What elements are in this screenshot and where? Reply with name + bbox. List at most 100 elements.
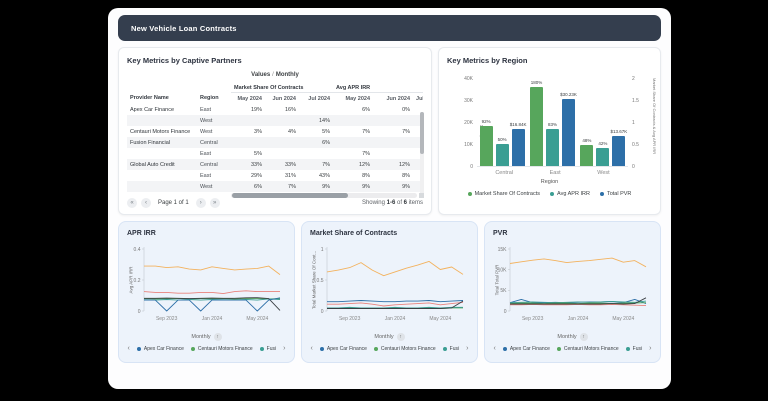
- top-row: Key Metrics by Captive Partners Values / M…: [118, 47, 661, 215]
- legend-item[interactable]: Market Share Of Contracts: [467, 191, 540, 197]
- line-chart-legend: ‹ Apex Car Finance Centauri Motors Finance…: [310, 345, 469, 352]
- market-share-cell: 31%: [284, 172, 296, 179]
- apr-irr-cell: 9%: [362, 183, 371, 190]
- legend-item[interactable]: Apex Car Finance: [502, 346, 550, 352]
- table-vertical-scrollbar[interactable]: [420, 112, 425, 198]
- region-cell: East: [200, 150, 212, 157]
- vertical-scroll-thumb[interactable]: [420, 112, 425, 154]
- legend-label: Fusi: [632, 346, 643, 352]
- legend-dot-icon: [599, 192, 604, 196]
- month-column-header[interactable]: Jun 2024: [386, 95, 411, 102]
- legend-scroll-left-icon[interactable]: ‹: [310, 345, 313, 352]
- bar-value-label: 180%: [530, 80, 543, 85]
- provider-cell: Fusion Financial: [130, 139, 171, 146]
- series-line-green: [509, 302, 646, 305]
- legend-scroll-left-icon[interactable]: ‹: [493, 345, 496, 352]
- frequency-label[interactable]: Monthly: [275, 72, 299, 78]
- series-line-teal: [143, 298, 280, 301]
- left-axis-tick: 10K: [464, 142, 474, 148]
- line-chart-pvr: 0 5K 10K 15K Sep 2023 Jan 2024 May 2024 Total T…: [493, 241, 652, 333]
- svg-text:Jan 2024: Jan 2024: [567, 316, 588, 322]
- apr-irr-cell: [333, 137, 373, 148]
- bar-value-label: 50%: [497, 137, 507, 142]
- page-title: New Vehicle Loan Contracts: [131, 23, 237, 33]
- market-share-cell: 6%: [254, 183, 262, 190]
- legend-item[interactable]: Fusi: [625, 346, 643, 352]
- right-axis-tick: 0.5: [632, 142, 639, 148]
- sort-ascending-icon[interactable]: ↑: [213, 333, 222, 341]
- legend-item[interactable]: Fusi: [442, 346, 459, 352]
- month-column-header[interactable]: May 2024: [345, 95, 371, 102]
- region-legend: Market Share Of Contracts Avg APR IRR Tota…: [447, 191, 652, 197]
- bar[interactable]: $13.67K: [610, 129, 627, 166]
- line-chart-apr-irr: 0 0.2 0.4 Sep 2023 Jan 2024 May 2024 Avg APR I…: [127, 241, 286, 333]
- series-line-teal: [326, 306, 463, 309]
- legend-item[interactable]: Apex Car Finance: [319, 346, 367, 352]
- col-region[interactable]: Region: [200, 95, 219, 102]
- month-column-header[interactable]: Jun 2024: [272, 95, 296, 102]
- last-page-button[interactable]: »: [209, 198, 220, 208]
- svg-text:5K: 5K: [500, 288, 507, 294]
- horizontal-scroll-thumb[interactable]: [232, 193, 348, 198]
- region-cell: East: [200, 172, 212, 179]
- market-share-cell: 33%: [250, 161, 262, 168]
- sort-ascending-icon[interactable]: ↑: [396, 333, 405, 341]
- legend-scroll-right-icon[interactable]: ›: [466, 345, 469, 352]
- legend-scroll-left-icon[interactable]: ‹: [127, 345, 130, 352]
- apr-irr-cell: [333, 115, 373, 126]
- previous-page-button[interactable]: ‹: [141, 198, 151, 208]
- bar[interactable]: 42%: [596, 141, 610, 166]
- legend-scroll-right-icon[interactable]: ›: [283, 345, 286, 352]
- market-share-cell: 7%: [288, 183, 296, 190]
- bar[interactable]: $30.23K: [560, 92, 577, 166]
- bar[interactable]: 83%: [546, 122, 559, 166]
- month-column-header[interactable]: Jul 2024: [416, 95, 423, 102]
- region-cell: East: [200, 106, 212, 113]
- table-horizontal-scrollbar[interactable]: [231, 193, 418, 198]
- apr-irr-cell: [373, 137, 413, 148]
- legend-dot-icon: [319, 347, 324, 351]
- sort-ascending-icon[interactable]: ↑: [579, 333, 588, 341]
- series-line-black: [326, 300, 463, 309]
- first-page-button[interactable]: «: [127, 198, 137, 208]
- legend-item[interactable]: Centauri Motors Finance: [190, 346, 253, 352]
- apr-irr-cell: 0%: [402, 106, 411, 113]
- legend-item[interactable]: Total PVR: [599, 191, 631, 197]
- month-column-header[interactable]: Jul 2024: [308, 95, 331, 102]
- market-share-cell: 14%: [319, 117, 331, 124]
- series-line-orange: [326, 260, 463, 277]
- left-axis-tick: 40K: [464, 76, 474, 82]
- series-line-green: [143, 297, 280, 300]
- bar[interactable]: 48%: [580, 138, 594, 166]
- legend-item[interactable]: Fusi: [259, 346, 276, 352]
- metric-card-apr-irr: APR IRR 0 0.2 0.4 Sep 2023 Jan 2024 May 2024 Av…: [118, 221, 295, 363]
- metrics-table-wrap: Market Share Of Contracts Avg APR IRR Pr…: [127, 82, 425, 199]
- svg-text:0.4: 0.4: [133, 247, 140, 253]
- metric-card-pvr: PVR 0 5K 10K 15K Sep 2023 Jan 2024 May 2024 Tota…: [484, 221, 661, 363]
- legend-item[interactable]: Apex Car Finance: [136, 346, 184, 352]
- bar[interactable]: 92%: [479, 119, 493, 166]
- bar[interactable]: $16.84K: [510, 122, 527, 166]
- legend-item[interactable]: Centauri Motors Finance: [373, 346, 436, 352]
- group-avg-apr-irr: Avg APR IRR: [333, 82, 424, 93]
- col-provider-name[interactable]: Provider Name: [130, 95, 169, 102]
- legend-item[interactable]: Centauri Motors Finance: [556, 346, 619, 352]
- month-column-header[interactable]: May 2024: [237, 95, 262, 102]
- line-chart-svg: 0 0.2 0.4 Sep 2023 Jan 2024 May 2024 Avg APR I…: [128, 247, 280, 322]
- monthly-sort-row: Monthly ↑: [127, 333, 286, 341]
- legend-scroll-right-icon[interactable]: ›: [649, 345, 652, 352]
- bar[interactable]: 180%: [530, 80, 543, 166]
- legend-item[interactable]: Avg APR IRR: [550, 191, 590, 197]
- apr-irr-cell: [373, 148, 413, 159]
- values-label[interactable]: Values: [251, 72, 271, 78]
- bar-group: 48% 42% $13.67K: [580, 129, 627, 166]
- apr-irr-cell: 7%: [402, 128, 411, 135]
- line-chart-legend: ‹ Apex Car Finance Centauri Motors Finance…: [127, 345, 286, 352]
- values-separator: /: [272, 72, 274, 78]
- bar[interactable]: 50%: [495, 137, 509, 166]
- apr-irr-cell: [373, 115, 413, 126]
- next-page-button[interactable]: ›: [195, 198, 206, 208]
- app-header: New Vehicle Loan Contracts: [118, 15, 661, 41]
- region-cell: Central: [200, 139, 218, 146]
